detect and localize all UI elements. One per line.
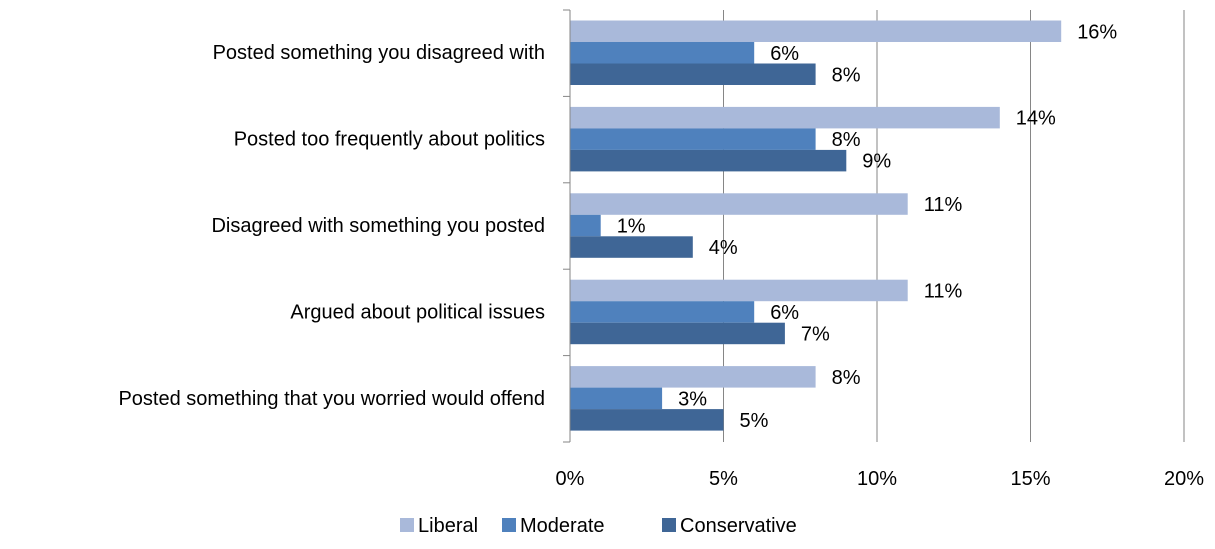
data-label: 16% [1077,21,1117,43]
data-label: 11% [924,194,963,216]
x-tick-label: 5% [709,468,738,490]
legend: Liberal Moderate Conservative [400,515,797,537]
bar-moderate [570,301,755,323]
data-label: 6% [770,43,799,65]
data-label: 8% [832,129,861,151]
x-tick-label: 10% [857,468,897,490]
bars [570,20,1062,431]
bar-conservative [570,322,785,345]
data-label: 7% [801,323,830,345]
legend-label-liberal: Liberal [418,515,478,537]
bar-liberal [570,193,908,215]
data-label: 8% [832,64,861,86]
axes [563,9,571,443]
bar-liberal [570,279,908,302]
legend-swatch-moderate [502,518,516,532]
data-label: 5% [740,410,769,432]
category-label: Disagreed with something you posted [211,215,545,237]
data-label: 9% [862,151,891,173]
category-label: Posted something you disagreed with [213,42,545,64]
data-label: 14% [1016,108,1056,130]
category-labels: Posted something you disagreed with Poste… [118,42,545,410]
data-label: 6% [770,302,799,324]
data-label: 3% [678,388,707,410]
data-labels: 16%6%8%14%8%9%11%1%4%11%6%7%8%3%5% [617,21,1118,432]
x-tick-labels: 0% 5% 10% 15% 20% [556,468,1205,490]
bar-conservative [570,149,847,172]
legend-label-moderate: Moderate [520,515,605,537]
legend-swatch-conservative [662,518,676,532]
x-tick-label: 20% [1164,468,1204,490]
bar-moderate [570,387,663,410]
data-label: 1% [617,216,646,238]
data-label: 11% [924,280,963,302]
bar-conservative [570,409,724,431]
bar-liberal [570,366,816,388]
bar-conservative [570,63,816,85]
bar-moderate [570,214,601,237]
bar-moderate [570,42,755,64]
bar-conservative [570,236,693,258]
category-label: Posted something that you worried would … [118,388,545,410]
legend-swatch-liberal [400,518,414,532]
bar-liberal [570,106,1000,129]
x-tick-label: 15% [1010,468,1050,490]
category-label: Argued about political issues [290,301,545,323]
data-label: 4% [709,237,738,259]
legend-label-conservative: Conservative [680,515,797,537]
data-label: 8% [832,367,861,389]
bar-moderate [570,128,816,150]
x-tick-label: 0% [556,468,585,490]
bar-liberal [570,20,1062,42]
category-label: Posted too frequently about politics [234,129,545,151]
